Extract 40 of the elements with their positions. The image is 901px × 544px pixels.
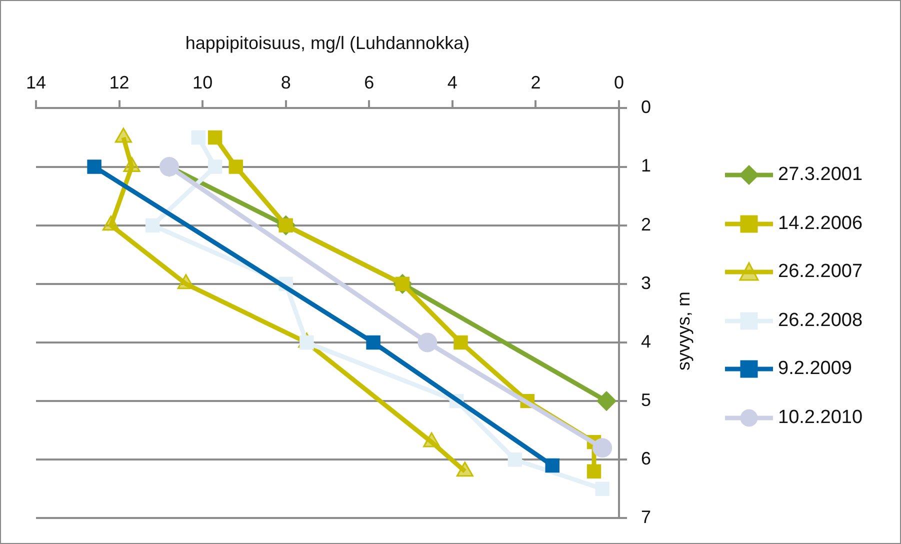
x-tick-label: 12 <box>109 72 130 92</box>
x-tick-label: 8 <box>280 72 291 92</box>
y-tick-label: 3 <box>640 272 652 293</box>
point <box>366 335 380 350</box>
point <box>508 452 522 467</box>
x-tick-label: 4 <box>447 72 458 92</box>
x-tick-label: 14 <box>26 72 46 92</box>
legend-label: 27.3.2001 <box>778 164 863 186</box>
legend-label: 26.2.2007 <box>778 261 863 284</box>
point <box>418 332 438 352</box>
y-tick-label: 7 <box>640 507 652 528</box>
y-tick-label: 5 <box>640 390 652 410</box>
legend-label: 10.2.2010 <box>778 406 863 429</box>
y-tick-label: 2 <box>640 214 652 234</box>
point <box>454 335 468 350</box>
point <box>592 438 612 458</box>
point <box>145 218 160 232</box>
point <box>586 464 602 478</box>
y-tick-label: 0 <box>640 97 652 118</box>
point <box>191 130 206 145</box>
point <box>596 391 616 411</box>
point <box>545 458 560 473</box>
y-axis-title: syvyys, m <box>674 292 694 370</box>
y-tick-label: 1 <box>640 156 652 176</box>
x-tick-label: 2 <box>530 72 541 92</box>
y-tick-label: 6 <box>640 448 652 469</box>
legend-label: 26.2.2008 <box>778 310 863 332</box>
point <box>208 130 222 145</box>
legend-label: 14.2.2006 <box>778 212 863 235</box>
y-tick-label: 4 <box>640 331 652 352</box>
point <box>87 160 102 174</box>
point <box>300 335 314 350</box>
x-axis-title: happipitoisuus, mg/l (Luhdannokka) <box>185 32 470 53</box>
x-tick-label: 6 <box>364 72 374 92</box>
x-tick-label: 10 <box>192 72 213 92</box>
point <box>228 160 243 174</box>
point <box>595 482 610 496</box>
point <box>208 160 222 174</box>
legend-label: 9.2.2009 <box>778 358 852 380</box>
x-tick-label: 0 <box>614 72 624 92</box>
